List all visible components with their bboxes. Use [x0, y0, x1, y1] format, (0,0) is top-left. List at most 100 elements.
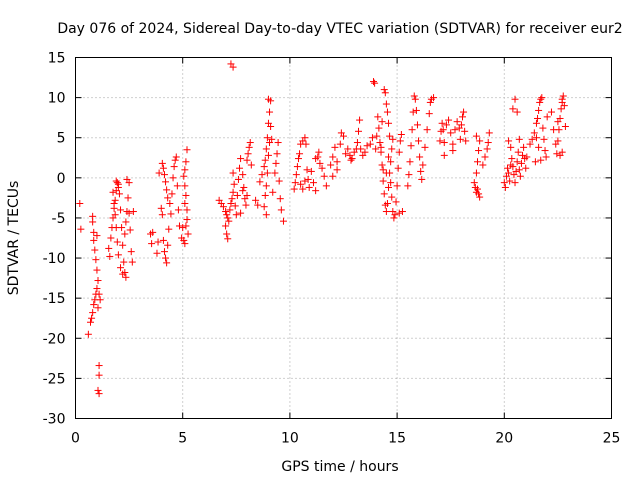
data-point	[453, 118, 461, 126]
data-point	[96, 296, 104, 304]
data-point	[421, 143, 429, 151]
data-point	[95, 362, 103, 370]
x-tick-label: 5	[178, 431, 187, 447]
data-point	[121, 230, 129, 238]
data-point	[126, 226, 134, 234]
data-point	[163, 259, 171, 267]
data-point	[260, 163, 268, 171]
data-point	[184, 230, 192, 238]
data-point	[113, 238, 121, 246]
y-tick-label: 0	[57, 171, 66, 187]
data-point	[530, 129, 538, 137]
data-point	[268, 135, 276, 143]
data-point	[222, 208, 230, 216]
data-point	[342, 150, 350, 158]
data-point	[279, 217, 287, 225]
data-point	[223, 211, 231, 219]
data-point	[307, 167, 315, 175]
data-point	[154, 238, 162, 246]
data-point	[162, 178, 170, 186]
data-point	[356, 116, 364, 124]
data-point	[380, 190, 388, 198]
data-point	[181, 240, 189, 248]
data-point	[475, 190, 483, 198]
data-point	[557, 105, 565, 113]
data-point	[112, 177, 120, 185]
data-point	[368, 134, 376, 142]
data-point	[451, 126, 459, 134]
data-point	[89, 309, 97, 317]
plot-frame	[75, 57, 612, 419]
data-point	[180, 236, 188, 244]
data-point	[481, 153, 489, 161]
data-point	[277, 206, 285, 214]
data-point	[157, 204, 165, 212]
data-point	[114, 183, 122, 191]
data-point	[296, 150, 304, 158]
data-point	[327, 161, 335, 169]
data-point	[472, 132, 480, 140]
data-point	[148, 240, 156, 248]
data-point	[392, 198, 400, 206]
data-point	[119, 241, 127, 249]
data-point	[234, 175, 242, 183]
data-point	[180, 172, 188, 180]
data-point	[379, 177, 387, 185]
data-point	[515, 166, 523, 174]
data-point	[440, 151, 448, 159]
data-point	[318, 164, 326, 172]
data-point	[88, 314, 96, 322]
data-point	[174, 206, 182, 214]
data-point	[159, 236, 167, 244]
data-point	[340, 132, 347, 140]
data-point	[264, 95, 272, 103]
data-point	[77, 225, 85, 233]
data-point	[242, 201, 250, 209]
data-point	[229, 188, 237, 196]
data-point	[479, 161, 487, 169]
data-point	[168, 190, 176, 198]
data-point	[155, 169, 163, 177]
data-point	[385, 153, 393, 161]
data-point	[394, 164, 402, 172]
data-point	[507, 143, 515, 151]
data-point	[95, 390, 103, 398]
data-point	[426, 98, 434, 106]
data-point	[232, 211, 240, 219]
data-point	[91, 246, 99, 254]
data-point	[474, 185, 481, 193]
data-point	[160, 171, 168, 179]
data-point	[252, 196, 260, 204]
data-point	[243, 156, 251, 164]
data-point	[398, 208, 406, 216]
data-point	[389, 135, 397, 143]
data-point	[95, 290, 103, 298]
data-point	[385, 119, 393, 127]
data-point	[109, 188, 117, 196]
data-point	[388, 193, 396, 201]
data-point	[269, 188, 277, 196]
data-point	[167, 210, 175, 218]
y-tick-label: -30	[43, 412, 66, 428]
data-point	[254, 201, 262, 209]
data-point	[407, 142, 415, 150]
data-point	[182, 158, 190, 166]
data-point	[183, 216, 191, 224]
data-point	[366, 140, 374, 148]
data-point	[438, 119, 446, 127]
data-point	[129, 208, 137, 216]
data-point	[94, 386, 102, 394]
data-point	[122, 273, 130, 281]
data-point	[291, 179, 299, 187]
data-point	[476, 137, 484, 145]
data-point	[344, 145, 352, 153]
x-axis-label: GPS time / hours	[281, 459, 398, 475]
data-point	[409, 108, 417, 116]
data-point	[181, 182, 189, 190]
data-point	[415, 137, 423, 145]
data-point	[92, 256, 100, 264]
data-point	[222, 222, 230, 230]
data-point	[472, 169, 480, 177]
data-point	[261, 191, 269, 199]
data-point	[378, 161, 386, 169]
